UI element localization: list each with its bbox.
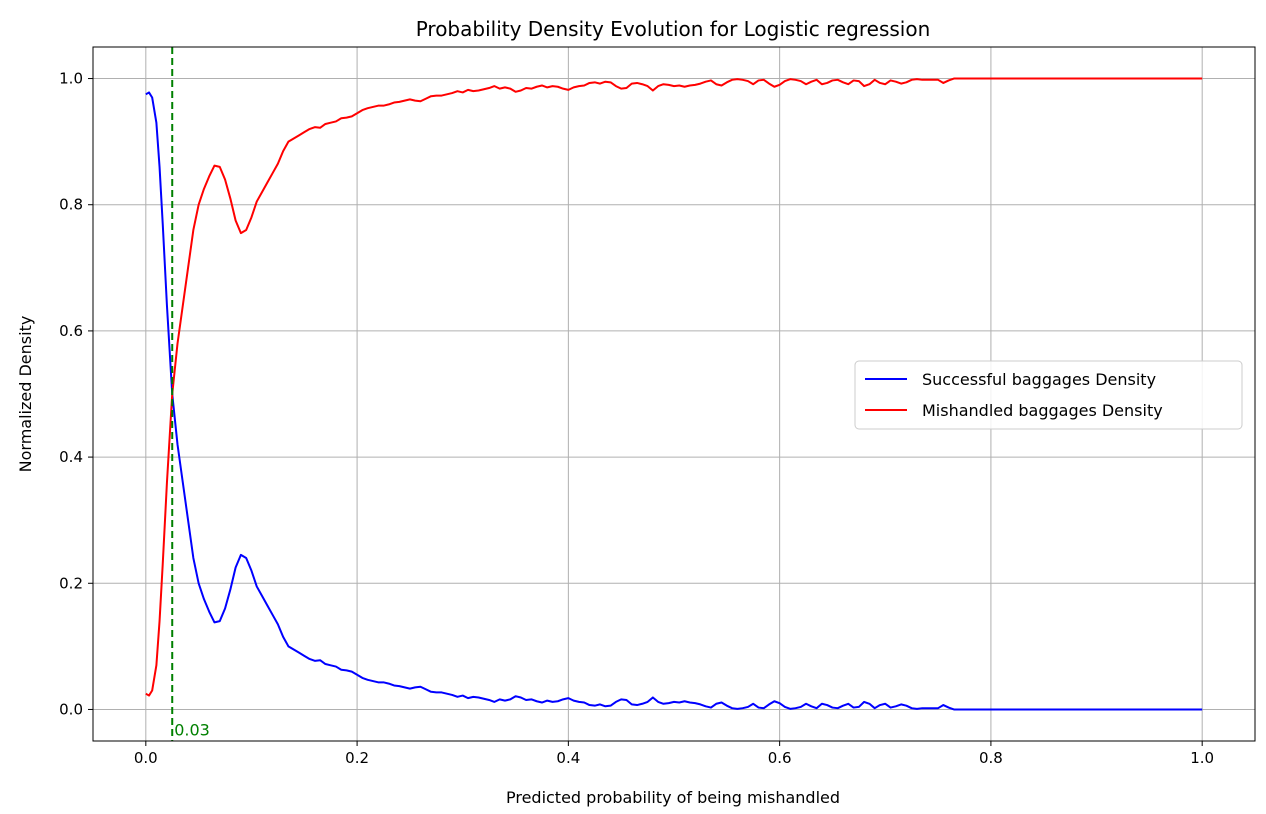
x-tick-label: 0.2 <box>345 749 369 767</box>
x-tick-label: 0.8 <box>979 749 1003 767</box>
threshold-label: 0.03 <box>174 720 210 739</box>
series-group <box>145 77 1203 711</box>
legend: Successful baggages Density Mishandled ba… <box>854 360 1243 430</box>
plot-frame <box>92 46 1256 742</box>
y-tick-label: 0.8 <box>59 196 83 214</box>
x-axis-label: Predicted probability of being mishandle… <box>506 788 840 807</box>
legend-label-1: Mishandled baggages Density <box>922 401 1163 420</box>
y-tick-label: 0.4 <box>59 448 83 466</box>
legend-box <box>854 360 1243 430</box>
x-tick-label: 0.6 <box>768 749 792 767</box>
series-line-0 <box>145 91 1203 711</box>
series-line-1 <box>145 77 1203 697</box>
y-tick-label: 0.2 <box>59 574 83 592</box>
threshold-group: 0.03 <box>171 47 210 741</box>
x-tick-label: 0.4 <box>556 749 580 767</box>
x-axis-ticks: 0.0 0.2 0.4 0.6 0.8 1.0 <box>134 741 1214 767</box>
x-tick-label: 0.0 <box>134 749 158 767</box>
x-tick-label: 1.0 <box>1190 749 1214 767</box>
legend-label-0: Successful baggages Density <box>922 370 1156 389</box>
y-tick-label: 0.0 <box>59 700 83 718</box>
y-tick-label: 0.6 <box>59 322 83 340</box>
y-axis-label: Normalized Density <box>16 316 35 473</box>
chart-title: Probability Density Evolution for Logist… <box>416 17 931 41</box>
y-axis-ticks: 0.0 0.2 0.4 0.6 0.8 1.0 <box>59 70 93 718</box>
y-tick-label: 1.0 <box>59 70 83 88</box>
